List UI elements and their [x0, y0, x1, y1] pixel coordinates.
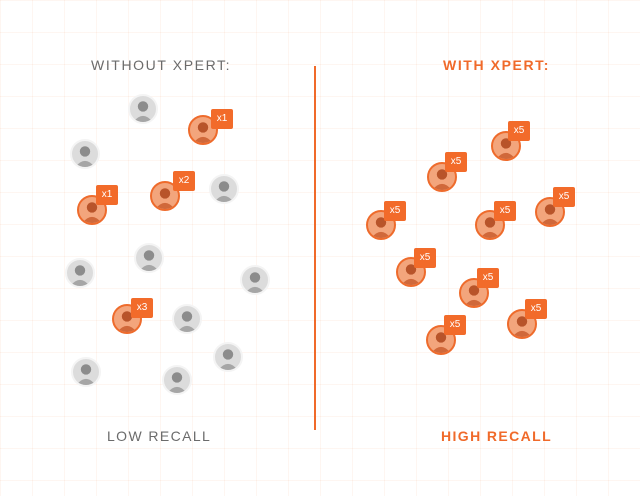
mention-count-badge: x3 — [131, 298, 153, 318]
avatar-person-highlighted — [459, 278, 489, 308]
avatar-person — [65, 258, 95, 288]
mention-count-badge: x2 — [173, 171, 195, 191]
mention-count-badge: x5 — [494, 201, 516, 221]
mention-count-badge: x5 — [553, 187, 575, 207]
avatar-person-highlighted — [427, 162, 457, 192]
center-divider — [314, 66, 316, 430]
avatar-person-highlighted — [366, 210, 396, 240]
mention-count-badge: x5 — [445, 152, 467, 172]
with-xpert-heading: WITH XPERT: — [443, 57, 551, 73]
avatar-person — [172, 304, 202, 334]
mention-count-badge: x5 — [477, 268, 499, 288]
avatar-person — [240, 265, 270, 295]
avatar-person — [70, 139, 100, 169]
avatar-person — [209, 174, 239, 204]
high-recall-label: HIGH RECALL — [441, 428, 553, 444]
avatar-person — [128, 94, 158, 124]
mention-count-badge: x5 — [508, 121, 530, 141]
without-xpert-heading: WITHOUT XPERT: — [91, 57, 232, 73]
low-recall-label: LOW RECALL — [107, 428, 212, 444]
avatar-person — [162, 365, 192, 395]
avatar-person-highlighted — [426, 325, 456, 355]
avatar-person — [71, 357, 101, 387]
mention-count-badge: x1 — [96, 185, 118, 205]
mention-count-badge: x5 — [384, 201, 406, 221]
avatar-person — [134, 243, 164, 273]
mention-count-badge: x5 — [444, 315, 466, 335]
avatar-person — [213, 342, 243, 372]
mention-count-badge: x1 — [211, 109, 233, 129]
avatar-person-highlighted — [112, 304, 142, 334]
mention-count-badge: x5 — [414, 248, 436, 268]
mention-count-badge: x5 — [525, 299, 547, 319]
